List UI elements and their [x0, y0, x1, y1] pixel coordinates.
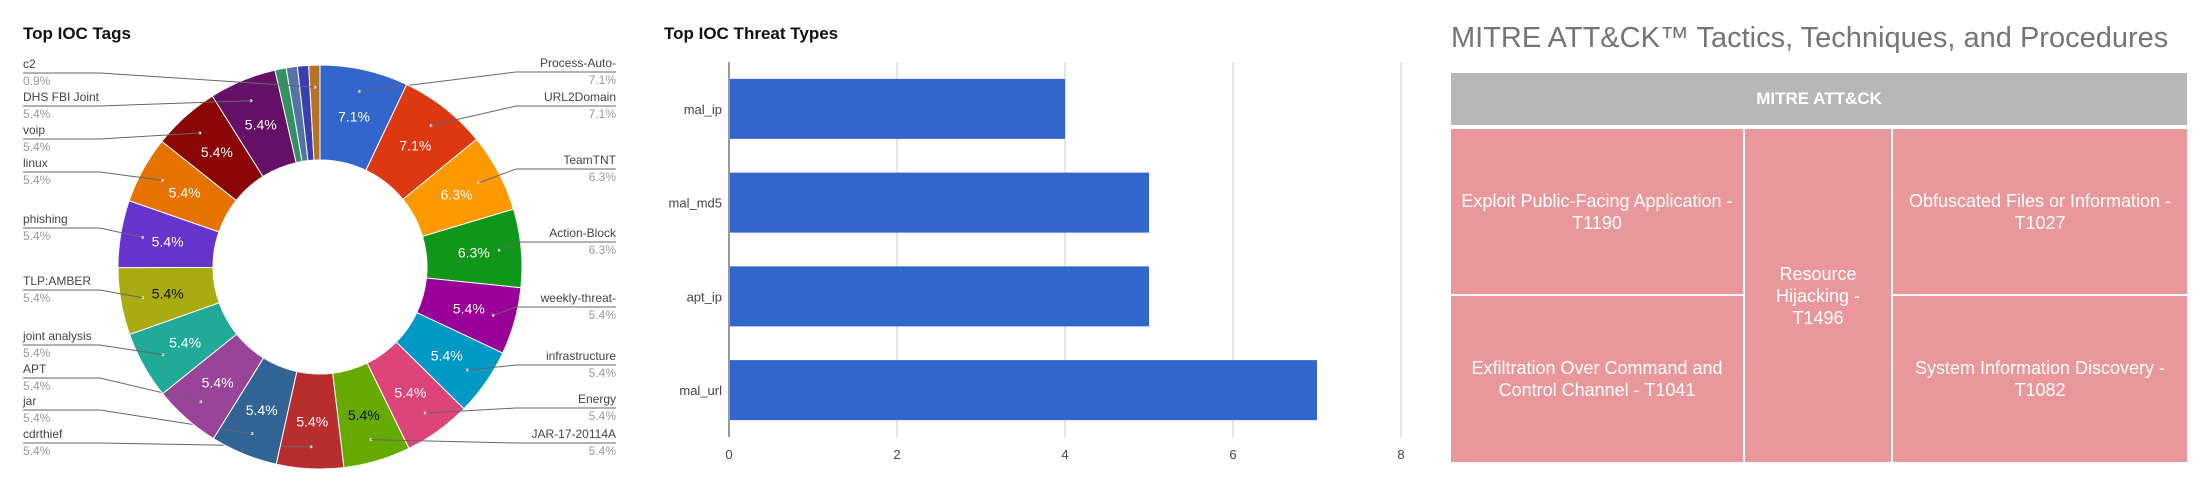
slice-percent-label: 0.9% — [23, 74, 51, 88]
slice-label: infrastructure — [546, 349, 616, 363]
slice-value-label: 5.4% — [245, 116, 277, 132]
threat-types-title: Top IOC Threat Types — [664, 24, 839, 43]
slice-label: APT — [23, 362, 47, 376]
leader-line — [370, 439, 616, 444]
slice-percent-label: 5.4% — [589, 308, 617, 322]
donut-slice[interactable] — [308, 64, 321, 161]
bar-apt_ip[interactable] — [730, 266, 1149, 327]
bar-mal_md5[interactable] — [730, 172, 1149, 233]
slice-label: URL2Domain — [544, 90, 616, 104]
mitre-cell-t1190[interactable]: Exploit Public-Facing Application - T119… — [1451, 129, 1743, 294]
slice-percent-label: 6.3% — [589, 170, 617, 184]
leader-line — [23, 344, 163, 356]
slice-percent-label: 5.4% — [23, 107, 51, 121]
slice-value-label: 5.4% — [453, 300, 485, 316]
slice-percent-label: 5.4% — [23, 229, 51, 243]
slice-value-label: 5.4% — [152, 285, 184, 301]
leader-line — [359, 71, 616, 92]
slice-value-label: 7.1% — [338, 108, 370, 124]
leader-line — [467, 364, 616, 371]
slice-label: TeamTNT — [563, 153, 616, 167]
slice-percent-label: 5.4% — [23, 140, 51, 154]
slice-value-label: 5.4% — [202, 375, 234, 391]
slice-label: Process-Auto- — [540, 56, 616, 70]
y-category-label: mal_md5 — [669, 196, 722, 211]
slice-value-label: 5.4% — [152, 234, 184, 250]
mitre-cell-t1027[interactable]: Obfuscated Files or Information - T1027 — [1893, 129, 2187, 294]
slice-label: weekly-threat- — [540, 291, 616, 305]
slice-label: voip — [23, 123, 45, 137]
threat-types-bar-chart: 0 2 4 6 8 mal_ip mal_md5 apt_ip mal_url — [669, 62, 1405, 462]
slice-value-label: 5.4% — [169, 334, 201, 350]
x-tick-label: 0 — [725, 447, 732, 462]
slice-value-label: 5.4% — [394, 384, 426, 400]
leader-line — [493, 306, 616, 316]
slice-percent-label: 7.1% — [589, 73, 617, 87]
leader-line — [23, 100, 252, 107]
leader-line — [23, 132, 200, 140]
y-category-label: mal_url — [679, 383, 722, 398]
ioc-tags-panel: Top IOC Tags 7.1% Process-Auto- 7.1% 7.1% UR… — [0, 0, 640, 486]
y-category-label: mal_ip — [684, 102, 722, 117]
slice-value-label: 5.4% — [348, 407, 380, 423]
slice-value-label: 5.4% — [246, 402, 278, 418]
slice-label: Action-Block — [549, 226, 617, 240]
slice-value-label: 5.4% — [201, 144, 233, 160]
bar-mal_ip[interactable] — [730, 78, 1065, 139]
bar-mal_url[interactable] — [730, 360, 1317, 421]
ioc-tags-title: Top IOC Tags — [23, 24, 131, 43]
slice-label: cdrthief — [23, 427, 63, 441]
x-tick-label: 4 — [1061, 447, 1068, 462]
slice-value-label: 5.4% — [296, 413, 328, 429]
slice-percent-label: 5.4% — [589, 409, 617, 423]
slice-label: c2 — [23, 57, 36, 71]
slice-percent-label: 7.1% — [589, 107, 617, 121]
slice-label: jar — [22, 394, 36, 408]
mitre-title: MITRE ATT&CK™ Tactics, Techniques, and P… — [1451, 22, 2169, 54]
slice-percent-label: 5.4% — [23, 411, 51, 425]
leader-line — [23, 377, 201, 403]
slice-value-label: 6.3% — [458, 245, 490, 261]
leader-line — [425, 407, 616, 414]
slice-percent-label: 5.4% — [23, 291, 51, 305]
x-tick-label: 2 — [893, 447, 900, 462]
slice-label: DHS FBI Joint — [23, 90, 100, 104]
slice-label: joint analysis — [22, 329, 92, 343]
leader-line — [498, 241, 616, 251]
slice-percent-label: 6.3% — [589, 243, 617, 257]
x-tick-label: 6 — [1229, 447, 1236, 462]
leader-line — [23, 289, 143, 299]
leader-line — [23, 171, 163, 181]
y-category-label: apt_ip — [687, 289, 722, 304]
slice-label: linux — [23, 156, 48, 170]
slice-label: phishing — [23, 212, 68, 226]
slice-value-label: 7.1% — [399, 137, 431, 153]
leader-line — [23, 227, 143, 238]
mitre-cell-t1496[interactable]: Resource Hijacking - T1496 — [1745, 129, 1891, 462]
slice-value-label: 6.3% — [441, 187, 473, 203]
x-tick-label: 8 — [1397, 447, 1404, 462]
leader-line — [430, 105, 616, 126]
mitre-cell-t1041[interactable]: Exfiltration Over Command and Control Ch… — [1451, 296, 1743, 462]
slice-value-label: 5.4% — [169, 185, 201, 201]
slice-percent-label: 5.4% — [23, 346, 51, 360]
slice-percent-label: 5.4% — [23, 379, 51, 393]
mitre-cell-t1082[interactable]: System Information Discovery - T1082 — [1893, 296, 2187, 462]
slice-percent-label: 5.4% — [589, 444, 617, 458]
slice-label: TLP:AMBER — [23, 274, 91, 288]
slice-percent-label: 5.4% — [589, 366, 617, 380]
slice-percent-label: 5.4% — [23, 444, 51, 458]
slice-label: JAR-17-20114A — [532, 427, 617, 441]
ioc-tags-donut-chart: 7.1% Process-Auto- 7.1% 7.1% URL2Domain 7.1% 6… — [22, 56, 617, 470]
slice-value-label: 5.4% — [431, 347, 463, 363]
mitre-header[interactable]: MITRE ATT&CK — [1451, 73, 2187, 125]
mitre-panel: MITRE ATT&CK™ Tactics, Techniques, and P… — [1440, 0, 2211, 486]
slice-label: Energy — [578, 392, 616, 406]
slice-percent-label: 5.4% — [23, 173, 51, 187]
leader-line — [23, 72, 315, 88]
leader-line — [478, 168, 616, 184]
